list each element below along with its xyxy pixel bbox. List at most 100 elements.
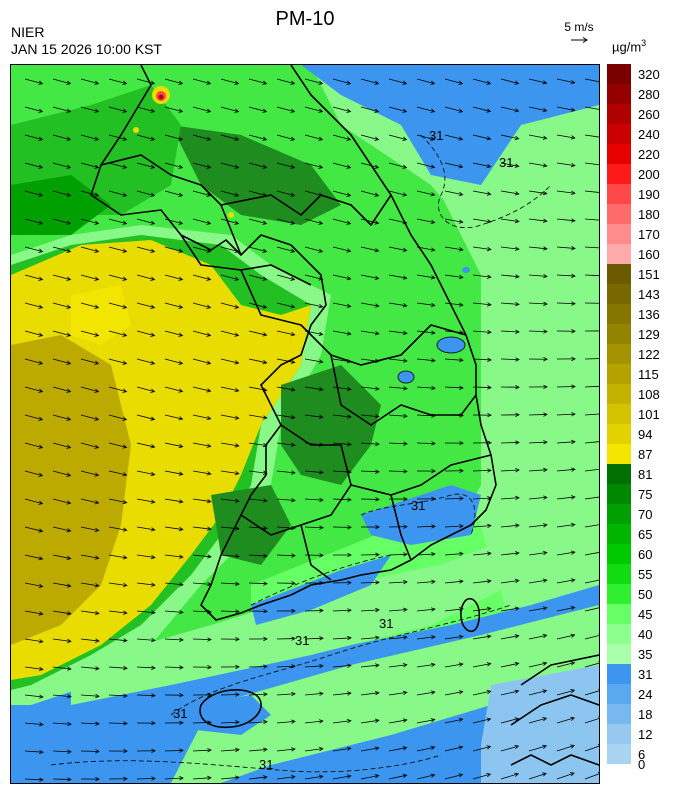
wind-vector-head bbox=[515, 440, 520, 445]
wind-vector bbox=[360, 78, 379, 85]
wind-vector-head bbox=[178, 526, 184, 532]
wind-vector-head bbox=[486, 163, 492, 169]
wind-vector bbox=[192, 78, 211, 85]
wind-vector-head bbox=[486, 662, 492, 667]
wind-vector-head bbox=[234, 220, 240, 225]
legend-swatch bbox=[607, 504, 631, 525]
legend-label: 75 bbox=[638, 487, 653, 502]
wind-vector-head bbox=[486, 689, 492, 695]
wind-vector-head bbox=[570, 135, 576, 140]
wind-vector-head bbox=[234, 248, 240, 253]
wind-vector bbox=[52, 554, 71, 559]
wind-vector bbox=[556, 386, 576, 388]
wind-vector bbox=[472, 358, 491, 361]
wind-vector bbox=[332, 302, 351, 307]
wind-vector-head bbox=[122, 388, 128, 393]
wind-vector bbox=[360, 330, 379, 335]
wind-vector bbox=[220, 610, 240, 613]
wind-vector-head bbox=[150, 499, 156, 504]
wind-vector bbox=[528, 218, 547, 222]
wind-vector bbox=[248, 554, 267, 557]
wind-vector-head bbox=[487, 468, 492, 473]
wind-vector bbox=[584, 106, 599, 110]
wind-vector bbox=[52, 358, 71, 365]
wind-vector-head bbox=[290, 192, 296, 197]
legend-label: 101 bbox=[638, 407, 660, 422]
wind-vector bbox=[80, 526, 99, 531]
legend-label: 60 bbox=[638, 547, 653, 562]
wind-vector-head bbox=[66, 192, 72, 197]
wind-vector-head bbox=[234, 80, 240, 85]
wind-vector-head bbox=[570, 605, 576, 611]
wind-vector-head bbox=[66, 472, 72, 477]
wind-vector-head bbox=[514, 689, 520, 694]
wind-vector bbox=[220, 162, 239, 169]
wind-vector bbox=[416, 636, 435, 640]
wind-vector-head bbox=[346, 220, 352, 225]
wind-vector-head bbox=[206, 498, 212, 504]
wind-vector-head bbox=[66, 444, 72, 449]
wind-vector-head bbox=[542, 523, 548, 528]
wind-vector bbox=[472, 580, 491, 584]
wind-vector-head bbox=[570, 79, 576, 85]
wind-vector bbox=[248, 78, 267, 85]
legend-swatch bbox=[607, 484, 631, 505]
wind-vector bbox=[584, 218, 599, 221]
wind-vector bbox=[556, 106, 575, 111]
wind-vector bbox=[164, 526, 183, 530]
wind-vector-head bbox=[290, 331, 296, 337]
wind-vector-head bbox=[122, 360, 128, 365]
wind-vector bbox=[52, 330, 71, 337]
wind-vector-head bbox=[319, 719, 324, 724]
wind-vector bbox=[24, 78, 43, 85]
wind-vector-head bbox=[38, 500, 44, 505]
wind-vector-head bbox=[486, 80, 492, 85]
wind-vector bbox=[444, 78, 463, 85]
wind-vector bbox=[332, 747, 351, 752]
wind-vector-head bbox=[458, 607, 464, 612]
wind-vector bbox=[332, 218, 351, 225]
wind-vector bbox=[80, 162, 99, 169]
wind-vector bbox=[220, 414, 239, 419]
wind-vector bbox=[444, 525, 463, 528]
legend-swatch bbox=[607, 704, 631, 725]
wind-vector-head bbox=[151, 637, 156, 643]
wind-vector-head bbox=[570, 689, 576, 694]
wind-vector bbox=[276, 330, 295, 336]
wind-vector-head bbox=[374, 718, 380, 723]
wind-vector-head bbox=[515, 274, 520, 279]
wind-vector bbox=[248, 498, 267, 502]
wind-vector-head bbox=[94, 276, 100, 281]
wind-vector-head bbox=[38, 248, 44, 253]
wind-vector bbox=[528, 190, 547, 194]
wind-vector-head bbox=[515, 495, 520, 501]
wind-vector bbox=[108, 694, 127, 697]
wind-vector bbox=[584, 441, 599, 444]
wind-vector-head bbox=[178, 554, 184, 559]
wind-vector-head bbox=[234, 360, 240, 365]
wind-vector-head bbox=[66, 583, 72, 588]
wind-vector-head bbox=[318, 746, 324, 752]
wind-vector bbox=[192, 442, 211, 447]
wind-vector bbox=[164, 246, 183, 253]
wind-vector bbox=[192, 134, 211, 141]
wind-vector bbox=[52, 694, 71, 698]
wind-vector-head bbox=[290, 220, 296, 225]
wind-vector bbox=[220, 302, 239, 309]
wind-vector-head bbox=[542, 633, 548, 639]
legend-swatch bbox=[607, 384, 631, 405]
wind-vector bbox=[276, 78, 295, 85]
wind-vector bbox=[444, 497, 464, 500]
wind-vector-head bbox=[122, 499, 128, 505]
wind-vector-head bbox=[178, 416, 184, 421]
wind-vector bbox=[80, 610, 99, 614]
wind-vector-head bbox=[150, 416, 156, 421]
wind-vector-head bbox=[319, 580, 324, 586]
wind-vector-head bbox=[486, 717, 492, 722]
wind-vector bbox=[500, 78, 519, 84]
wind-vector-head bbox=[38, 332, 44, 337]
wind-vector-head bbox=[571, 384, 576, 389]
wind-vector-head bbox=[570, 522, 576, 528]
wind-vector bbox=[108, 666, 127, 669]
wind-vector-head bbox=[430, 136, 436, 141]
